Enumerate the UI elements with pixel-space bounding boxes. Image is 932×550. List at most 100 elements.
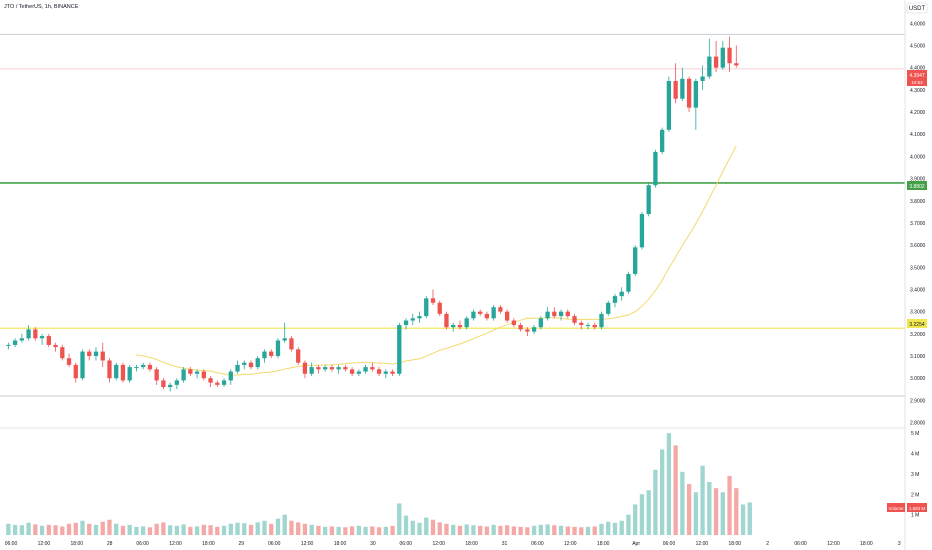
moving-average-line xyxy=(136,145,737,376)
candle-body xyxy=(626,273,631,292)
volume-bar xyxy=(275,518,281,535)
candle-body xyxy=(585,324,591,326)
candle-body xyxy=(504,311,510,321)
candle-body xyxy=(558,311,564,317)
volume-bar xyxy=(727,475,732,535)
volume-bar xyxy=(100,521,105,535)
candle-body xyxy=(437,302,442,314)
volume-bar xyxy=(484,526,490,535)
price-tick-label: 4.3000 xyxy=(910,88,926,94)
volume-bar xyxy=(390,525,395,535)
price-axis[interactable]: 4.6000 4.5000 4.4000 4.3000 4.2000 4.1000 4.00… xyxy=(910,21,926,426)
svg-text:1.583 M: 1.583 M xyxy=(909,506,926,511)
time-axis[interactable]: 06:00 12:00 18:00 28 06:00 12:00 18:00 29 06:00 1… xyxy=(5,541,901,547)
candle-body xyxy=(296,349,301,363)
volume-bar xyxy=(174,525,180,535)
volume-bar xyxy=(262,520,267,535)
volume-bar xyxy=(349,526,355,535)
candle xyxy=(60,344,65,361)
volume-bar xyxy=(397,503,402,535)
time-tick-label: 06:00 xyxy=(136,541,149,547)
time-tick-label: 12:00 xyxy=(38,541,51,547)
volume-bar xyxy=(498,525,503,535)
candle-body xyxy=(127,367,132,381)
candle xyxy=(538,316,543,330)
volume-bar xyxy=(26,522,31,535)
candle xyxy=(66,353,72,368)
time-tick-label: 12:00 xyxy=(432,541,445,547)
volume-bar xyxy=(93,524,99,535)
volume-tick-label: 3 M xyxy=(911,472,919,478)
candle-body xyxy=(141,364,146,368)
volume-bar xyxy=(538,524,543,535)
candle-body xyxy=(424,298,429,317)
candle xyxy=(107,358,112,383)
candle xyxy=(633,245,638,277)
candle-body xyxy=(356,371,361,374)
candle xyxy=(100,342,105,368)
candle xyxy=(531,324,537,334)
time-tick-label: 06:00 xyxy=(794,541,807,547)
candle-body xyxy=(693,80,698,108)
volume-bar xyxy=(471,525,476,535)
volume-bar xyxy=(73,522,78,535)
candle-body xyxy=(201,371,206,379)
candle-body xyxy=(464,318,469,328)
volume-tag: Volume 1.583 M xyxy=(887,503,927,512)
candle-body xyxy=(390,371,395,374)
candle-body xyxy=(167,384,173,388)
time-tick-label: 2 xyxy=(766,541,769,547)
volume-bar xyxy=(127,524,132,535)
candle-body xyxy=(545,311,550,319)
candle xyxy=(457,320,463,330)
time-tick-label: 12:00 xyxy=(827,541,840,547)
volume-bar xyxy=(646,490,651,535)
candle-body xyxy=(592,324,597,328)
volume-bar xyxy=(215,526,220,535)
candles xyxy=(6,36,739,392)
volume-bar xyxy=(403,515,409,535)
candle xyxy=(424,296,429,319)
candle-body xyxy=(6,344,11,346)
candle xyxy=(707,38,712,79)
price-tick-label: 3.1000 xyxy=(910,354,926,360)
candle-body xyxy=(660,129,665,152)
volume-bar xyxy=(66,523,72,535)
candle-body xyxy=(302,362,308,374)
candle xyxy=(120,362,126,383)
candle-body xyxy=(383,371,388,374)
price-tick-label: 4.6000 xyxy=(910,21,926,27)
price-tick-label: 2.9000 xyxy=(910,398,926,404)
volume-bar xyxy=(228,523,233,535)
candle-body xyxy=(309,367,314,374)
candle xyxy=(592,322,597,330)
candle-body xyxy=(282,338,287,341)
candle xyxy=(242,360,247,370)
candle xyxy=(343,364,348,372)
candle-body xyxy=(370,367,375,370)
volume-bar xyxy=(141,526,146,535)
candle-body xyxy=(208,378,213,383)
currency-tag[interactable]: USDT xyxy=(906,2,928,14)
candle xyxy=(552,307,557,319)
candle-body xyxy=(107,360,112,379)
candle-body xyxy=(221,380,227,385)
candle-body xyxy=(686,78,692,108)
candle xyxy=(309,362,314,376)
candle xyxy=(87,349,92,361)
candle-body xyxy=(114,364,119,379)
candle xyxy=(154,367,159,385)
volume-bar xyxy=(504,525,510,535)
candle-body xyxy=(316,367,321,370)
volume-bar xyxy=(370,526,375,535)
candle xyxy=(390,369,395,376)
volume-bar xyxy=(673,445,678,535)
candle xyxy=(255,356,260,370)
candle xyxy=(504,309,510,323)
candle-body xyxy=(430,298,436,303)
candle xyxy=(437,300,442,317)
candle xyxy=(673,63,678,104)
candle-body xyxy=(248,362,254,368)
volume-bar xyxy=(114,523,119,535)
